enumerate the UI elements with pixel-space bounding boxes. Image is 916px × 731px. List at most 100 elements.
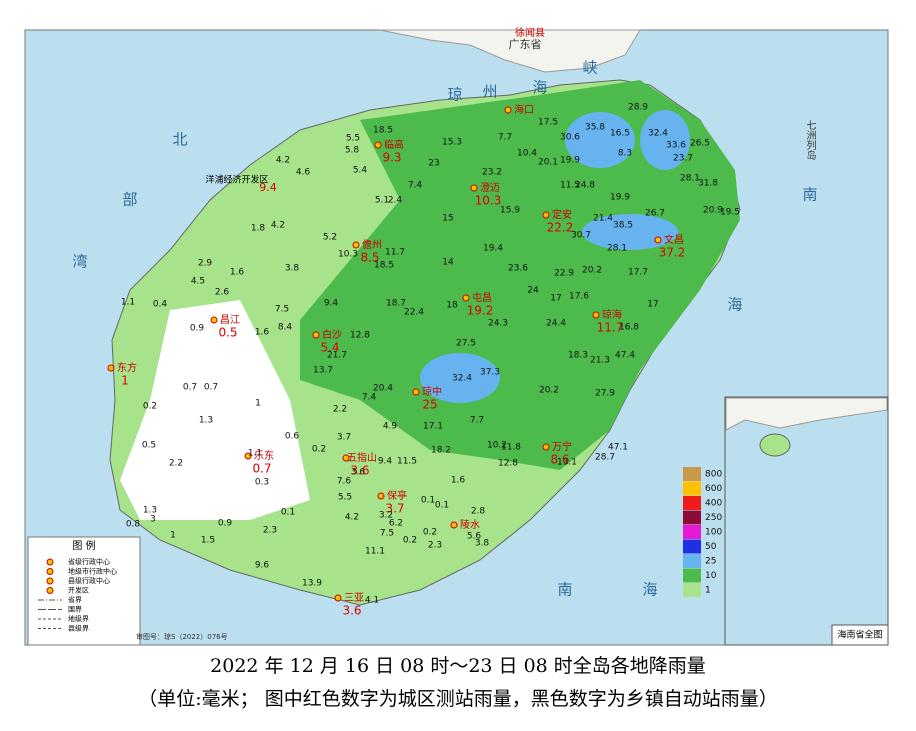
city-name: 琼中 <box>422 385 442 398</box>
station-value: 1.3 <box>199 416 213 426</box>
scale-swatch <box>683 525 701 539</box>
sea-label: 南 <box>557 581 572 599</box>
legend-item: 省级行政中心 <box>68 557 110 566</box>
station-value: 1.3 <box>143 506 157 516</box>
station-value: 0.1 <box>421 496 435 506</box>
city-marker <box>462 294 470 302</box>
station-value: 20.1 <box>538 158 558 168</box>
sea-label: 部 <box>122 191 137 209</box>
station-value: 20.2 <box>582 266 602 276</box>
islands-label: 七洲列岛 <box>804 120 816 161</box>
station-value: 6.2 <box>389 519 403 529</box>
station-value: 17.5 <box>538 118 558 128</box>
station-value: 1.5 <box>201 536 215 546</box>
station-value: 3 <box>150 515 156 525</box>
station-value: 18.5 <box>374 261 394 271</box>
scale-label: 800 <box>705 470 722 480</box>
station-value: 0.5 <box>142 441 156 451</box>
caption-subtitle: （单位:毫米； 图中红色数字为城区测站雨量，黑色数字为乡镇自动站雨量） <box>138 688 778 710</box>
station-value: 7.7 <box>498 133 512 143</box>
station-value: 5.5 <box>338 493 352 503</box>
city-value: 8.5 <box>360 251 379 265</box>
station-value: 0.1 <box>281 508 295 518</box>
city-marker <box>374 141 382 149</box>
sea-label: 琼 <box>447 86 462 104</box>
sea-label: 海 <box>532 79 547 97</box>
station-value: 0.6 <box>285 432 300 442</box>
station-value: 0.8 <box>126 520 141 530</box>
city-marker <box>504 106 512 114</box>
station-value: 0.2 <box>143 402 157 412</box>
station-value: 17.6 <box>569 292 589 302</box>
station-value: 17.1 <box>423 422 443 432</box>
station-value: 26.5 <box>690 139 710 149</box>
station-value: 4.6 <box>296 168 311 178</box>
station-value: 7.6 <box>337 477 352 487</box>
legend-item: 地级市行政中心 <box>68 567 117 576</box>
station-value: 23.2 <box>482 168 502 178</box>
station-value: 0.1 <box>435 501 449 511</box>
rain-25-50 <box>640 110 690 170</box>
legend-title: 图 例 <box>72 539 95 552</box>
station-value: 4.9 <box>383 422 398 432</box>
scale-label: 250 <box>705 513 722 523</box>
city-name: 五指山 <box>347 451 377 464</box>
station-value: 0.4 <box>153 300 168 310</box>
scale-swatch <box>683 554 701 568</box>
station-value: 22.9 <box>554 269 574 279</box>
rain-0-1 <box>120 300 310 520</box>
scale-label: 1 <box>705 586 711 596</box>
devzone-value: 9.4 <box>259 181 277 194</box>
station-value: 16.8 <box>619 323 639 333</box>
station-value: 10.3 <box>338 250 358 260</box>
city-marker <box>210 316 218 324</box>
legend-item: 开发区 <box>68 586 89 595</box>
station-value: 18.2 <box>431 446 451 456</box>
station-value: 1.1 <box>121 298 135 308</box>
city-name: 三亚 <box>344 593 364 604</box>
station-value: 5.2 <box>323 233 337 243</box>
station-value: 5.8 <box>345 146 360 156</box>
legend-item: 县级行政中心 <box>68 576 110 585</box>
station-value: 3.8 <box>475 539 490 549</box>
station-value: 2.3 <box>428 541 442 551</box>
city-marker <box>377 492 385 500</box>
station-value: 0.7 <box>183 383 197 393</box>
inset-island <box>759 433 791 457</box>
city-value: 3.6 <box>350 464 369 478</box>
station-value: 18.5 <box>373 126 393 136</box>
scale-label: 25 <box>705 557 716 567</box>
legend-item: 县级界 <box>68 624 89 633</box>
station-value: 4.5 <box>191 277 205 287</box>
legend-item: 地级界 <box>68 614 89 623</box>
station-value: 13.9 <box>302 579 322 589</box>
city-marker <box>244 452 252 460</box>
station-value: 9.6 <box>255 561 270 571</box>
legend-item: 国界 <box>68 606 82 614</box>
station-value: 17 <box>550 294 561 304</box>
city-name: 临高 <box>384 138 404 151</box>
station-value: 28.1 <box>680 174 700 184</box>
station-value: 2.9 <box>198 259 213 269</box>
station-value: 11.1 <box>365 547 385 557</box>
station-value: 11.8 <box>501 443 521 453</box>
station-value: 11.5 <box>397 457 417 467</box>
station-value: 3.2 <box>379 511 393 521</box>
station-value: 7.5 <box>380 529 394 539</box>
station-value: 1 <box>255 399 261 409</box>
inset-land <box>725 397 888 431</box>
city-marker <box>450 521 458 529</box>
station-value: 21.7 <box>327 351 347 361</box>
scale-swatch <box>683 481 701 496</box>
caption-title: 2022 年 12 月 16 日 08 时～23 日 08 时全岛各地降雨量 <box>210 655 706 677</box>
city-name: 文昌 <box>664 233 684 246</box>
station-value: 24 <box>527 286 539 296</box>
station-value: 3.7 <box>337 433 351 443</box>
county-label: 徐闻县 <box>515 26 545 39</box>
station-value: 13.7 <box>313 366 333 376</box>
station-value: 28.1 <box>607 244 627 254</box>
scale-label: 50 <box>705 542 717 552</box>
city-value: 1 <box>121 374 129 388</box>
station-value: 23.7 <box>673 154 693 164</box>
